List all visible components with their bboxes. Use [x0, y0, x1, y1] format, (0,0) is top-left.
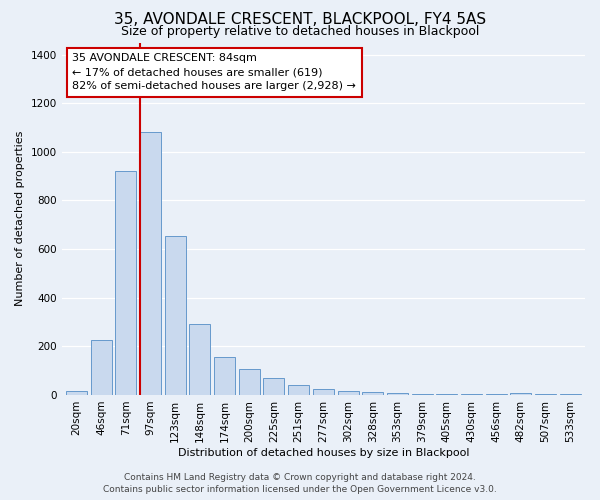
X-axis label: Distribution of detached houses by size in Blackpool: Distribution of detached houses by size … — [178, 448, 469, 458]
Bar — [190, 324, 211, 395]
Bar — [313, 389, 334, 395]
Bar — [511, 393, 532, 395]
Text: 35 AVONDALE CRESCENT: 84sqm
← 17% of detached houses are smaller (619)
82% of se: 35 AVONDALE CRESCENT: 84sqm ← 17% of det… — [72, 53, 356, 91]
Bar — [387, 393, 408, 395]
Bar — [412, 394, 433, 395]
Bar — [214, 357, 235, 395]
Bar — [288, 385, 309, 395]
Bar — [239, 368, 260, 395]
Bar — [115, 172, 136, 395]
Text: Contains HM Land Registry data © Crown copyright and database right 2024.
Contai: Contains HM Land Registry data © Crown c… — [103, 472, 497, 494]
Text: 35, AVONDALE CRESCENT, BLACKPOOL, FY4 5AS: 35, AVONDALE CRESCENT, BLACKPOOL, FY4 5A… — [114, 12, 486, 26]
Text: Size of property relative to detached houses in Blackpool: Size of property relative to detached ho… — [121, 25, 479, 38]
Y-axis label: Number of detached properties: Number of detached properties — [15, 131, 25, 306]
Bar — [362, 392, 383, 395]
Bar — [165, 236, 186, 395]
Bar — [338, 390, 359, 395]
Bar — [436, 394, 457, 395]
Bar — [66, 392, 87, 395]
Bar — [263, 378, 284, 395]
Bar — [140, 132, 161, 395]
Bar — [91, 340, 112, 395]
